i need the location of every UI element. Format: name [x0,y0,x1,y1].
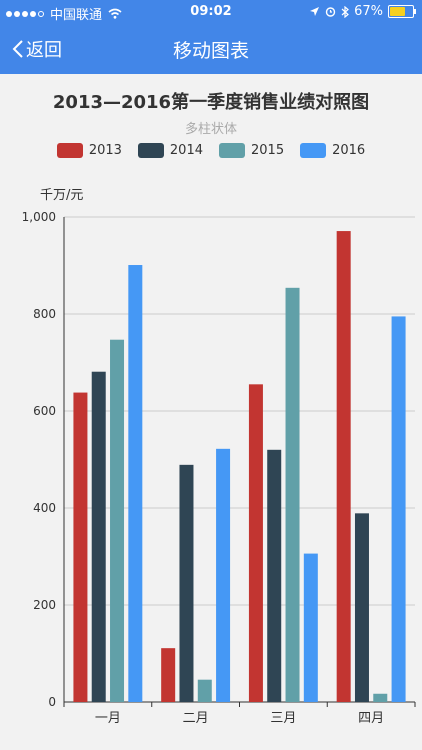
chart-title: 2013—2016第一季度销售业绩对照图 [52,92,370,113]
chevron-left-icon [12,40,23,58]
back-label: 返回 [26,40,62,61]
x-tick-label: 三月 [270,711,296,726]
legend-item[interactable]: 2015 [219,143,284,158]
nav-title: 移动图表 [172,40,249,62]
bar [179,464,194,702]
y-tick-label: 0 [48,695,56,709]
legend-swatch [56,143,83,158]
alarm-icon [325,7,336,17]
y-tick-label: 200 [33,598,56,612]
battery-percent: 67% [354,4,383,19]
bar [161,648,176,702]
bar [267,449,282,702]
y-tick-label: 400 [33,501,56,515]
legend-item[interactable]: 2016 [300,143,365,158]
wifi-icon [108,8,122,19]
bar [391,316,406,702]
y-tick-label: 800 [33,307,56,321]
legend-swatch [219,143,245,158]
bar [128,265,143,702]
bar [73,392,88,702]
battery-icon [388,5,416,18]
bluetooth-icon [341,5,350,18]
status-bar: 中国联通 09:02 67% [0,0,422,24]
bar [91,371,106,702]
x-tick-label: 四月 [358,711,384,726]
legend-label: 2016 [332,143,366,158]
legend-label: 2014 [169,143,203,158]
top-bar: 中国联通 09:02 67% [0,0,422,74]
legend-label: 2015 [251,143,285,158]
bar [373,693,388,702]
nav-bar: 返回 移动图表 [0,24,422,74]
bar [248,384,263,702]
bar [354,513,369,702]
bar [303,553,318,702]
back-button[interactable]: 返回 [12,36,62,62]
location-arrow-icon [310,7,320,16]
chart-subtitle: 多柱状体 [184,122,237,137]
status-time: 09:02 [190,4,232,19]
bar [336,231,351,702]
signal-strength-icon [6,10,44,17]
y-axis-label: 千万/元 [40,188,83,203]
legend-swatch [300,143,327,158]
legend-label: 2013 [88,143,122,158]
carrier-label: 中国联通 [50,8,103,23]
legend-swatch [137,143,164,158]
bar [216,448,231,702]
chart-legend: 2013 2014 2015 2016 [0,143,422,158]
legend-item[interactable]: 2013 [56,143,122,158]
x-tick-label: 一月 [95,711,121,726]
bar [110,339,125,702]
y-tick-label: 1,000 [22,210,56,224]
bar [285,287,300,702]
x-tick-label: 二月 [183,711,209,726]
legend-item[interactable]: 2014 [137,143,203,158]
y-tick-label: 600 [33,404,56,418]
bar [197,679,212,702]
